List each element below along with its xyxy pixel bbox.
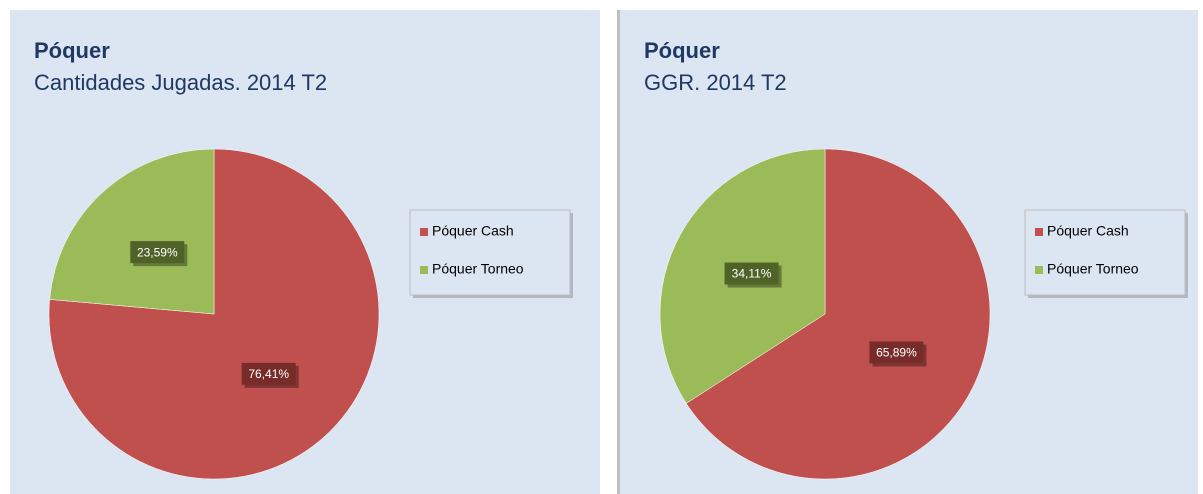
legend-label: Póquer Torneo	[432, 261, 524, 277]
label-box	[869, 341, 924, 364]
data-label: 65,89%	[876, 346, 917, 360]
chart-subtitle: GGR. 2014 T2	[644, 70, 787, 95]
legend	[409, 209, 571, 296]
panel: Póquer Cantidades Jugadas. 2014 T2 76,41% 2…	[10, 10, 600, 494]
pie-slice	[49, 148, 215, 315]
legend-label: Póquer Cash	[1047, 223, 1129, 239]
data-label: 34,11%	[732, 267, 772, 281]
data-label: 76,41%	[248, 367, 289, 381]
pie-slice	[685, 148, 991, 480]
legend	[1024, 209, 1186, 296]
chart-subtitle: Cantidades Jugadas. 2014 T2	[34, 70, 327, 95]
legend-swatch	[1035, 228, 1043, 236]
panel: Póquer GGR. 2014 T2 65,89% 34,11% Póquer Cas…	[617, 10, 1198, 494]
data-label: 23,59%	[137, 245, 178, 259]
legend-label: Póquer Torneo	[1047, 261, 1139, 277]
legend-swatch	[1035, 266, 1043, 274]
chart-title: Póquer	[644, 38, 720, 63]
chart: Póquer GGR. 2014 T2 65,89% 34,11% Póquer Cas…	[644, 38, 1188, 480]
label-box	[241, 362, 296, 385]
legend-swatch	[420, 228, 428, 236]
legend-swatch	[420, 266, 428, 274]
chart: Póquer Cantidades Jugadas. 2014 T2 76,41% 2…	[34, 38, 573, 480]
pie-slice	[48, 148, 380, 480]
label-box	[724, 262, 779, 285]
chart-title: Póquer	[34, 38, 110, 63]
label-box	[130, 241, 185, 264]
legend-label: Póquer Cash	[432, 223, 514, 239]
